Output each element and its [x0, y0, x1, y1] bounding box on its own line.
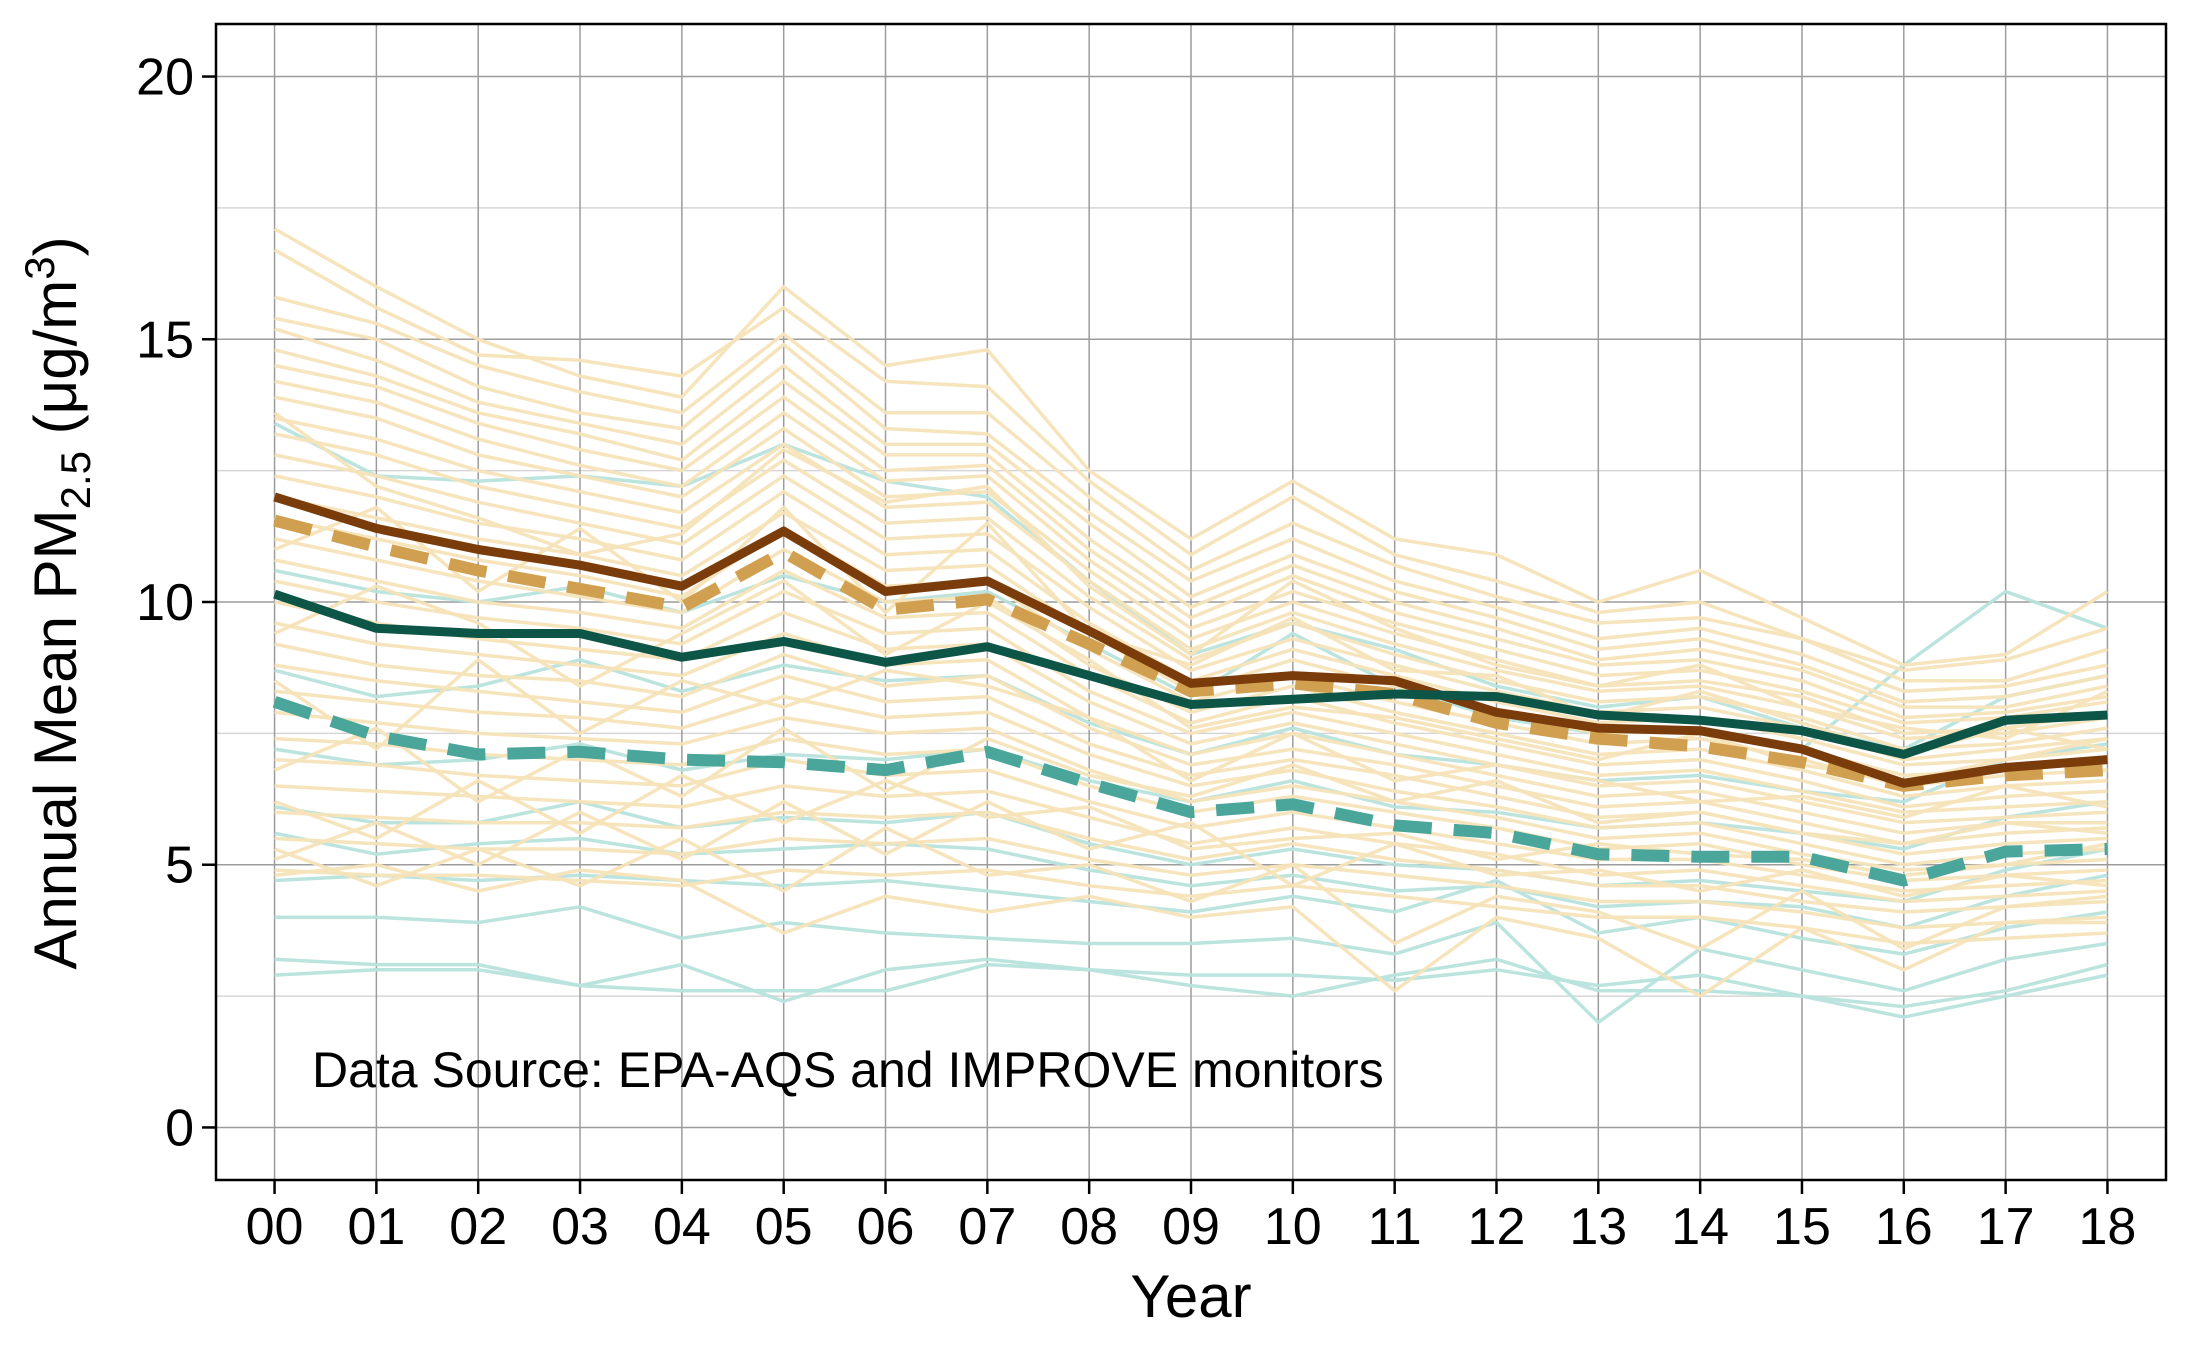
- background-series-line: [273, 411, 2109, 741]
- series-line: [273, 514, 2108, 792]
- series-line: [273, 589, 2108, 759]
- background-series-line: [274, 558, 2108, 809]
- y-axis-title-unit-open: (: [22, 414, 89, 451]
- background-series-line: [274, 327, 2108, 704]
- y-axis-title-unit-close: ): [22, 236, 89, 256]
- x-tick-label: 06: [857, 1198, 915, 1256]
- background-series-line: [274, 316, 2108, 694]
- background-series-line: [274, 432, 2108, 751]
- y-tick-label: 5: [165, 837, 194, 895]
- background-series-line: [274, 957, 2108, 1019]
- background-series-line: [274, 642, 2108, 846]
- background-series-line: [274, 810, 2108, 914]
- background-series-line: [274, 773, 2108, 877]
- x-tick-label: 18: [2079, 1198, 2137, 1256]
- y-axis-title-prefix: Annual Mean PM: [22, 509, 89, 969]
- x-tick-label: 13: [1569, 1198, 1627, 1256]
- background-series-line: [274, 600, 2108, 825]
- x-tick-label: 08: [1060, 1198, 1118, 1256]
- background-series-line: [273, 227, 2109, 667]
- series-line: [272, 696, 2108, 887]
- y-tick-label: 10: [136, 574, 194, 632]
- y-tick-label: 15: [136, 311, 194, 369]
- background-series-line: [274, 873, 2108, 956]
- x-tick-label: 00: [246, 1198, 304, 1256]
- grid: [216, 24, 2166, 1180]
- background-series-line: [273, 658, 2108, 820]
- y-axis-title-subscript: 2.5: [52, 451, 99, 509]
- background-series-line: [274, 689, 2108, 867]
- x-tick-label: 01: [347, 1198, 405, 1256]
- y-axis-title-superscript: 3: [16, 256, 63, 279]
- background-series-line: [274, 379, 2108, 725]
- x-tick-label: 07: [958, 1198, 1016, 1256]
- y-axis-title-unit-mu: μ: [22, 380, 89, 415]
- background-series-line: [274, 295, 2108, 683]
- background-series-line: [274, 757, 2108, 893]
- background-series-line: [274, 348, 2108, 709]
- y-axis-title-unit-body: g/m: [22, 280, 89, 380]
- background-series-line: [274, 784, 2108, 904]
- background-series-line: [274, 826, 2108, 951]
- x-tick-label: 15: [1773, 1198, 1831, 1256]
- y-axis-title: Annual Mean PM2.5 (μg/m3): [16, 236, 99, 969]
- series-group: [272, 492, 2108, 887]
- background-series-line: [274, 799, 2108, 899]
- axis-ticks: [202, 75, 2109, 1194]
- background-series-line: [274, 395, 2108, 736]
- background-series-line: [274, 363, 2108, 720]
- x-axis-title: Year: [1130, 1263, 1251, 1330]
- background-series-line: [274, 621, 2108, 835]
- y-tick-label: 0: [165, 1099, 194, 1157]
- x-tick-label: 02: [449, 1198, 507, 1256]
- background-series-line: [274, 579, 2108, 814]
- background-series-line: [274, 905, 2108, 1025]
- x-tick-label: 12: [1468, 1198, 1526, 1256]
- background-series-line: [274, 836, 2108, 930]
- x-tick-label: 16: [1875, 1198, 1933, 1256]
- x-tick-label: 11: [1368, 1198, 1422, 1256]
- data-source-annotation: Data Source: EPA-AQS and IMPROVE monitor…: [312, 1042, 1384, 1098]
- background-series-line: [274, 537, 2108, 799]
- background-series-line: [274, 710, 2108, 872]
- background-series-line: [273, 505, 2108, 757]
- x-tick-label: 04: [653, 1198, 711, 1256]
- x-tick-label: 17: [1977, 1198, 2035, 1256]
- series-line: [273, 492, 2108, 788]
- background-series-line: [274, 862, 2108, 998]
- x-tick-label: 10: [1264, 1198, 1322, 1256]
- x-tick-label: 14: [1671, 1198, 1729, 1256]
- background-series-line: [274, 831, 2108, 930]
- x-tick-label: 05: [755, 1198, 813, 1256]
- y-tick-label: 20: [136, 49, 194, 107]
- x-tick-label: 09: [1162, 1198, 1220, 1256]
- x-tick-label: 03: [551, 1198, 609, 1256]
